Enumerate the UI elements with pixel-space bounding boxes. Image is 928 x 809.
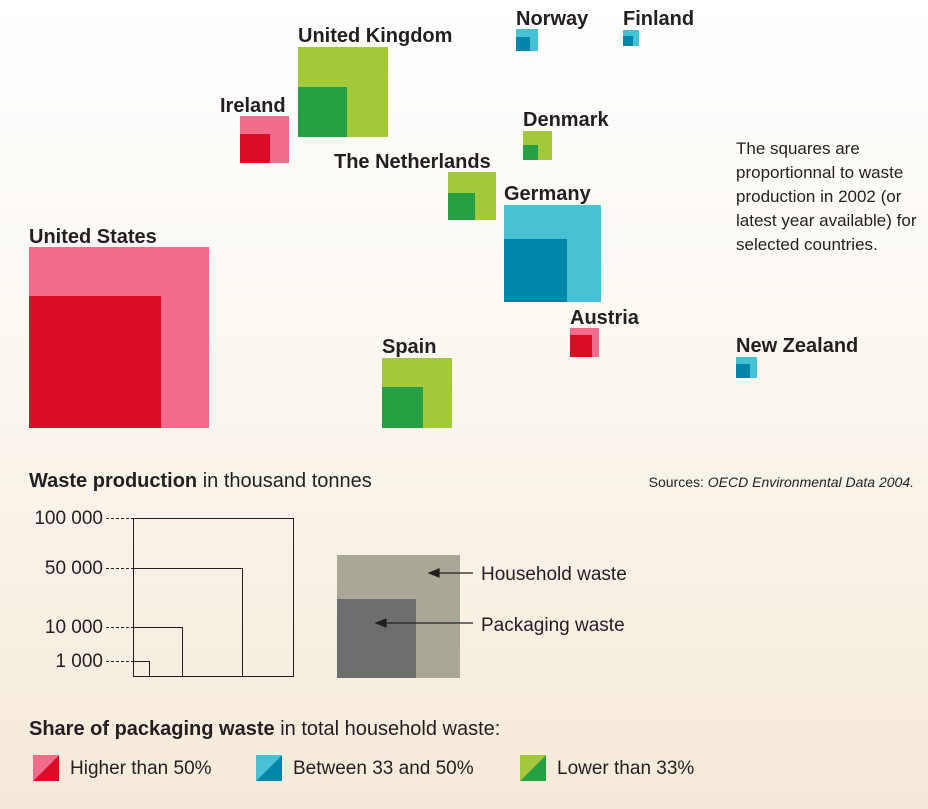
swatch-high (33, 755, 59, 781)
share-title: Share of packaging waste in total househ… (29, 718, 500, 741)
swatch-low (520, 755, 546, 781)
legend-low-label: Lower than 33% (557, 758, 695, 779)
sources-title: OECD Environmental Data 2004. (707, 474, 914, 490)
label-ireland: Ireland (220, 95, 286, 117)
packaging-arrow-head (374, 618, 387, 628)
legend-mid-label: Between 33 and 50% (293, 758, 474, 779)
key-packaging-label: Packaging waste (481, 615, 625, 636)
finland-packaging-square (623, 36, 633, 46)
scale-square-10000 (133, 627, 183, 677)
scale-title: Waste production in thousand tonnes (29, 470, 372, 493)
spain-packaging-square (382, 387, 423, 428)
key-household-label: Household waste (481, 564, 627, 585)
legend-high-label: Higher than 50% (70, 758, 212, 779)
label-germany: Germany (504, 183, 591, 205)
austria-packaging-square (570, 335, 592, 357)
new-zealand-packaging-square (736, 364, 750, 378)
key-packaging-square (337, 599, 416, 678)
swatch-mid (256, 755, 282, 781)
label-denmark: Denmark (523, 109, 609, 131)
netherlands-packaging-square (448, 193, 475, 220)
sources-prefix: Sources: (648, 474, 708, 490)
share-title-rest: in total household waste: (274, 718, 501, 740)
label-netherlands: The Netherlands (334, 151, 491, 173)
label-united-states: United States (29, 226, 157, 248)
label-finland: Finland (623, 8, 695, 30)
scale-label-1000: 1 000 (55, 651, 103, 672)
label-austria: Austria (570, 307, 639, 329)
germany-packaging-square (504, 239, 567, 302)
united-states-packaging-square (29, 296, 161, 428)
scale-title-rest: in thousand tonnes (197, 470, 372, 492)
key-arrows (374, 568, 473, 628)
label-spain: Spain (382, 336, 437, 358)
sources: Sources: OECD Environmental Data 2004. (649, 474, 914, 490)
scale-label-50000: 50 000 (44, 558, 103, 579)
label-new-zealand: New Zealand (736, 335, 859, 357)
united-kingdom-packaging-square (298, 87, 347, 137)
label-united-kingdom: United Kingdom (298, 25, 453, 47)
scale-diagram (106, 518, 294, 677)
scale-label-100000: 100 000 (34, 508, 103, 529)
denmark-packaging-square (523, 145, 538, 160)
scale-label-10000: 10 000 (44, 617, 103, 638)
household-arrow-head (427, 568, 440, 578)
label-norway: Norway (516, 8, 589, 30)
scale-square-100000 (133, 518, 294, 677)
scale-title-bold: Waste production (29, 470, 198, 492)
norway-packaging-square (516, 37, 530, 51)
share-title-bold: Share of packaging waste (29, 718, 275, 740)
ireland-packaging-square (240, 134, 270, 163)
scale-square-50000 (133, 568, 243, 677)
note-text: The squares are proportionnal to waste p… (736, 139, 917, 254)
scale-square-1000 (133, 661, 150, 677)
